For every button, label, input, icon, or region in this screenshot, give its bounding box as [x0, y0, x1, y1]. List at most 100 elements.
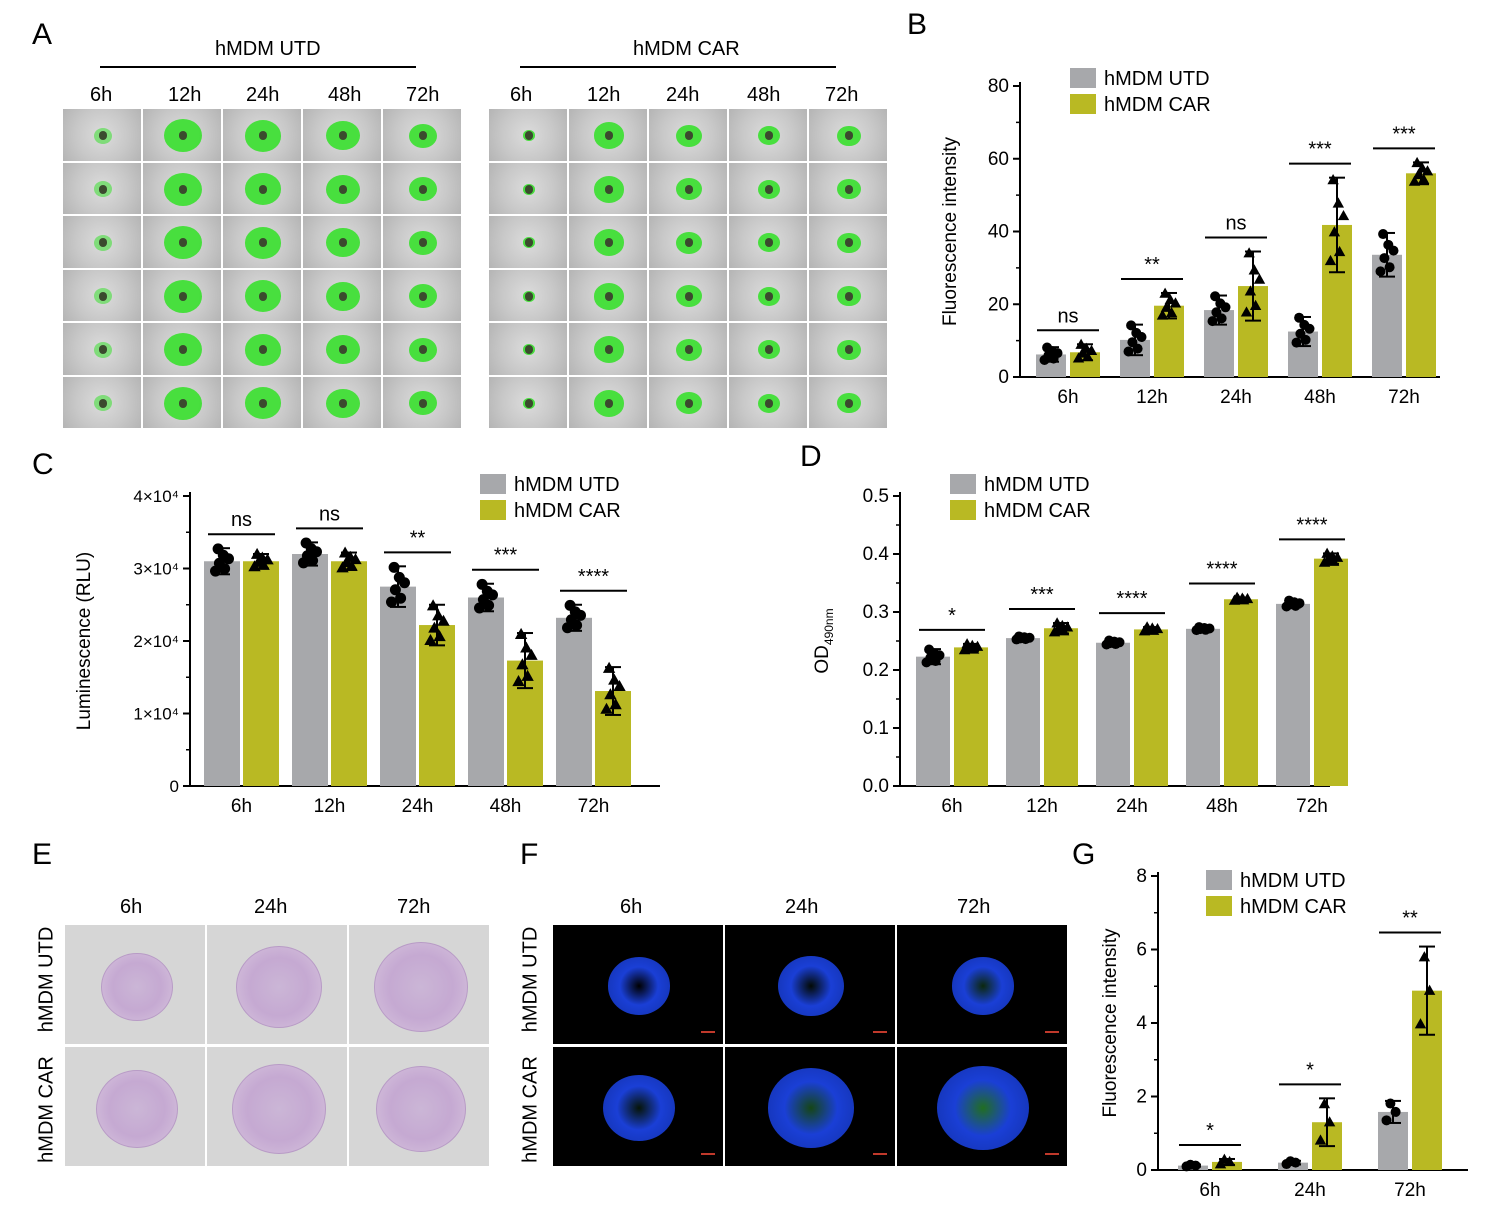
data-point-triangle [1314, 1134, 1327, 1145]
data-point-circle [1215, 298, 1226, 309]
legend-label: hMDM UTD [984, 474, 1090, 496]
data-point-triangle [1323, 1116, 1336, 1127]
significance-label: * [948, 605, 956, 627]
bar-utd [916, 656, 950, 786]
micrograph-grid-car [488, 108, 888, 429]
data-point-triangle [525, 648, 538, 660]
y-tick-label: 2 [1136, 1087, 1147, 1108]
data-point-circle [1014, 631, 1025, 642]
scale-bar [1045, 1031, 1059, 1033]
he-image-r2-c2 [207, 1047, 347, 1166]
x-tick-label: 72h [1394, 1180, 1426, 1201]
x-tick-label: 12h [1026, 796, 1058, 817]
spheroid-core [604, 131, 614, 141]
data-point-triangle [961, 638, 973, 649]
significance-label: *** [494, 545, 518, 567]
if-image-r2-c3 [897, 1047, 1067, 1166]
micrograph-utd-r1-c3 [223, 109, 301, 161]
micrograph-car-r4-c5 [809, 269, 887, 321]
data-point-triangle [1326, 550, 1338, 561]
spheroid-core [844, 291, 854, 301]
data-point-circle [1294, 312, 1305, 323]
y-tick-label: 4×10⁴ [133, 487, 179, 506]
data-point-circle [1379, 253, 1390, 264]
x-tick-label: 12h [1136, 387, 1168, 408]
spheroid-core [98, 238, 108, 248]
y-tick-label: 0.5 [863, 486, 889, 507]
bar-car [1224, 599, 1258, 786]
micrograph-car-r3-c5 [809, 216, 887, 268]
x-tick-label: 6h [231, 796, 252, 817]
micrograph-car-r5-c1 [489, 323, 567, 375]
data-point-triangle [256, 551, 269, 563]
data-point-triangle [1412, 168, 1425, 180]
legend-label: hMDM UTD [1240, 870, 1346, 892]
data-point-triangle [1328, 226, 1341, 237]
spheroid-core [684, 184, 694, 194]
panel-letter-b: B [907, 8, 928, 41]
e-row-label-utd: hMDM UTD [35, 926, 58, 1033]
micrograph-utd-r3-c1 [63, 216, 141, 268]
he-image-r1-c3 [349, 925, 489, 1044]
significance-label: * [1306, 1059, 1314, 1081]
data-point-triangle [609, 698, 622, 710]
panel-letter-f: F [520, 838, 539, 871]
e-row-label-car: hMDM CAR [35, 1056, 58, 1163]
micrograph-utd-r6-c5 [383, 376, 461, 428]
spheroid-core [418, 184, 428, 194]
if-spheroid [768, 1068, 854, 1148]
x-tick-label: 24h [1116, 796, 1148, 817]
f-time-24h: 24h [785, 896, 819, 918]
data-point-circle [1390, 1106, 1401, 1117]
micrograph-car-r4-c1 [489, 269, 567, 321]
micrograph-car-r2-c1 [489, 162, 567, 214]
spheroid-core [604, 291, 614, 301]
legend-swatch-utd [950, 474, 976, 494]
x-tick-label: 72h [1388, 387, 1420, 408]
legend-swatch-utd [480, 474, 506, 494]
if-image-r1-c1 [553, 925, 723, 1044]
micrograph-car-r2-c5 [809, 162, 887, 214]
if-spheroid [937, 1065, 1029, 1151]
time-label-utd-48h: 48h [328, 84, 362, 106]
significance-label: ns [231, 509, 252, 531]
time-label-utd-72h: 72h [406, 84, 440, 106]
time-label-utd-12h: 12h [168, 84, 202, 106]
spheroid-core [764, 131, 774, 141]
data-point-triangle [1332, 197, 1344, 208]
bar-utd [1096, 642, 1130, 786]
micrograph-utd-r3-c4 [303, 216, 381, 268]
he-image-r1-c1 [65, 925, 205, 1044]
time-label-car-72h: 72h [825, 84, 859, 106]
micrograph-utd-r4-c2 [143, 269, 221, 321]
data-point-triangle [1056, 619, 1068, 631]
data-point-triangle [1080, 342, 1092, 353]
micrograph-car-r4-c3 [649, 269, 727, 321]
y-tick-label: 0 [998, 367, 1009, 388]
time-label-car-6h: 6h [510, 84, 533, 106]
he-spheroid [376, 1066, 466, 1152]
spheroid-core [178, 398, 188, 408]
group-line-utd [100, 66, 416, 68]
data-point-circle [1384, 262, 1395, 273]
micrograph-utd-r3-c2 [143, 216, 221, 268]
x-tick-label: 72h [1296, 796, 1328, 817]
data-point-circle [393, 571, 405, 583]
micrograph-car-r6-c3 [649, 376, 727, 428]
data-point-circle [1126, 320, 1137, 331]
micrograph-utd-r6-c2 [143, 376, 221, 428]
data-point-circle [1211, 307, 1222, 318]
x-tick-label: 24h [1220, 387, 1252, 408]
spheroid-core [524, 345, 534, 355]
data-point-triangle [512, 675, 525, 687]
micrograph-car-r2-c2 [569, 162, 647, 214]
y-tick-label: 3×10⁴ [133, 560, 179, 579]
data-point-circle [300, 537, 312, 549]
spheroid-core [684, 398, 694, 408]
spheroid-core [764, 184, 774, 194]
y-tick-label: 6 [1136, 940, 1147, 961]
data-point-triangle [426, 599, 440, 611]
bar-car [331, 561, 367, 786]
data-point-circle [388, 561, 400, 573]
data-point-circle [1042, 342, 1053, 353]
